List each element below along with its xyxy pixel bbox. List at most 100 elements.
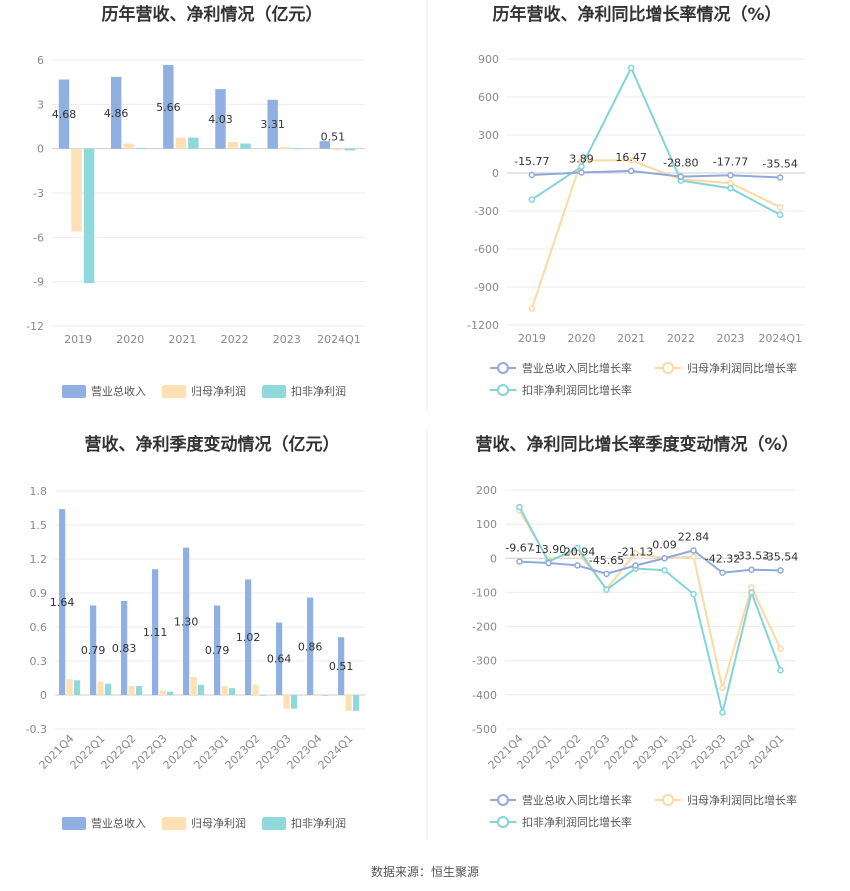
- bar: [319, 141, 331, 149]
- line-point: [776, 203, 784, 211]
- bar: [128, 685, 135, 695]
- chart-title: 历年营收、净利情况（亿元）: [102, 4, 323, 25]
- y-tick-label: -200: [472, 621, 497, 634]
- legend-label: 归母净利润同比增长率: [687, 793, 797, 807]
- y-tick-label: 0.3: [30, 655, 48, 668]
- legend-label: 扣非净利润: [291, 816, 346, 830]
- bar: [215, 89, 226, 149]
- bar: [321, 695, 329, 696]
- bar: [190, 676, 197, 695]
- bar-value-label: 1.64: [50, 596, 75, 609]
- bar: [66, 679, 73, 695]
- x-tick-label: 2024Q1: [758, 332, 802, 345]
- bar-value-label: 0.79: [81, 644, 106, 657]
- bar-value-label: 1.11: [143, 626, 168, 639]
- line-point: [776, 174, 784, 181]
- bar-value-label: 4.68: [52, 108, 77, 121]
- legend-swatch: [262, 817, 286, 830]
- legend-swatch: [162, 817, 186, 830]
- point-value-label: -17.77: [713, 155, 748, 168]
- y-tick-label: 0: [492, 167, 499, 180]
- y-tick-label: 0.9: [30, 587, 48, 600]
- bar-value-label: 0.51: [321, 131, 346, 144]
- line-point: [516, 503, 523, 511]
- y-tick-label: 300: [478, 129, 499, 142]
- legend-swatch: [62, 385, 86, 398]
- bar: [352, 695, 360, 711]
- y-tick-label: -500: [472, 723, 497, 736]
- series-line: [519, 549, 781, 575]
- line-point: [719, 709, 726, 716]
- quarterly-growth-rate-chart: 营收、净利同比增长率季度变动情况（%） 200 100 0 -100 -200 -300 -4…: [472, 434, 798, 829]
- x-tick-label: 2022: [667, 332, 695, 345]
- y-tick-label: -600: [474, 243, 499, 256]
- line-point: [545, 559, 552, 567]
- legend-label: 扣非净利润同比增长率: [522, 815, 632, 829]
- line-point: [574, 544, 581, 552]
- y-tick-label: 0: [40, 689, 47, 702]
- bar: [58, 79, 70, 149]
- line-point: [719, 569, 726, 576]
- legend-label: 营业总收入: [91, 384, 146, 398]
- y-tick-label: -300: [472, 655, 497, 668]
- legend-swatch-marker: [497, 362, 509, 374]
- legend-label: 归母净利润: [191, 384, 246, 398]
- y-tick-label: 1.2: [30, 553, 48, 566]
- annual-growth-rate-chart: 历年营收、净利同比增长率情况（%） 900 600 300 0 -300 -600 -900 -…: [467, 4, 805, 397]
- bar: [252, 684, 259, 695]
- x-tick-label: 2019: [64, 333, 92, 346]
- legend-swatch: [162, 385, 186, 398]
- line-point: [777, 645, 784, 653]
- bar-value-label: 0.83: [112, 642, 137, 655]
- bar-value-label: 0.79: [205, 644, 230, 657]
- bar: [123, 143, 134, 149]
- legend-label: 扣非净利润: [291, 384, 346, 398]
- y-tick-label: 0.6: [30, 621, 48, 634]
- line-point: [528, 171, 536, 179]
- line-point: [632, 562, 639, 569]
- bar: [83, 148, 95, 284]
- y-tick-label: -6: [33, 231, 44, 244]
- line-point: [627, 157, 635, 164]
- y-tick-label: 900: [478, 53, 499, 66]
- bar: [283, 695, 290, 709]
- bar: [152, 569, 159, 695]
- line-point: [727, 184, 734, 192]
- point-value-label: 16.47: [615, 151, 647, 164]
- point-value-label: 3.89: [569, 153, 594, 166]
- point-value-label: 0.09: [652, 538, 677, 551]
- line-point: [776, 211, 784, 219]
- bar-value-label: 0.64: [267, 653, 292, 666]
- y-tick-label: -12: [26, 320, 44, 333]
- legend-swatch-marker: [497, 816, 509, 828]
- x-tick-label: 2023: [717, 332, 745, 345]
- y-tick-label: 200: [476, 484, 497, 497]
- bar: [345, 695, 352, 711]
- bar: [121, 600, 128, 695]
- bar: [292, 148, 303, 150]
- bar: [338, 637, 345, 695]
- legend-swatch-marker: [497, 384, 509, 396]
- y-tick-label: 6: [37, 54, 44, 67]
- legend-label: 归母净利润: [191, 816, 246, 830]
- series-line: [518, 506, 782, 713]
- data-source-label: 数据来源：恒生聚源: [371, 864, 479, 879]
- bar: [221, 685, 228, 695]
- bar: [276, 622, 283, 695]
- bar-value-label: 3.31: [260, 118, 285, 131]
- y-tick-label: -0.3: [26, 723, 47, 736]
- bar: [175, 137, 187, 149]
- legend-label: 营业总收入: [91, 816, 146, 830]
- bar-value-label: 0.51: [329, 660, 354, 673]
- y-tick-label: 1.8: [30, 485, 48, 498]
- bar: [344, 148, 356, 151]
- bar-value-label: 1.30: [174, 615, 199, 628]
- bar: [228, 688, 236, 695]
- bar: [183, 547, 190, 695]
- y-tick-label: -3: [33, 187, 44, 200]
- bar: [163, 65, 174, 149]
- line-point: [627, 64, 635, 72]
- bar: [314, 693, 321, 695]
- legend-swatch: [262, 385, 286, 398]
- bar: [307, 597, 314, 695]
